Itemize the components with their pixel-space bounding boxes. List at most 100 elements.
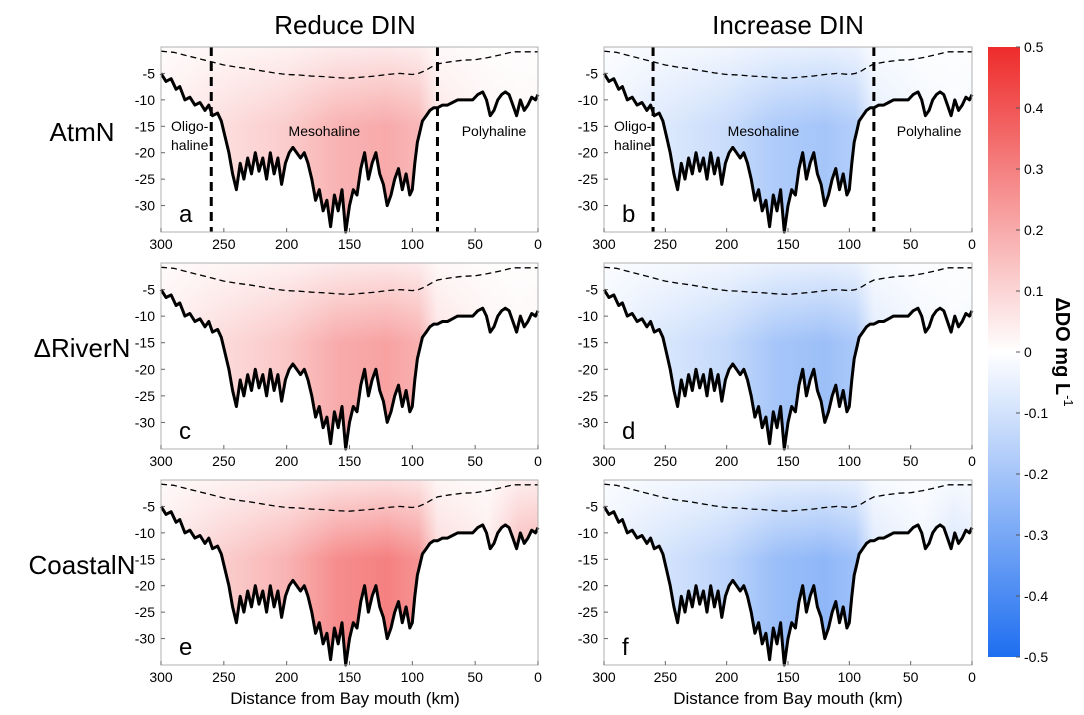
x-tick-label: 0 [968, 453, 976, 469]
colorbar-tick-label: -0.2 [1024, 466, 1048, 482]
y-tick-label: -10 [578, 525, 598, 541]
x-tick-label: 150 [776, 236, 800, 252]
x-tick-label: 150 [776, 669, 800, 685]
y-tick-label: -30 [578, 631, 598, 647]
y-tick-label: -25 [135, 388, 155, 404]
y-tick-label: -25 [578, 171, 598, 187]
y-tick-label: -5 [143, 282, 156, 298]
region-label-oligohaline-2: haline [171, 137, 209, 153]
x-tick-label: 150 [776, 453, 800, 469]
colorbar-tick-label: -0.5 [1024, 649, 1048, 665]
y-tick-label: -25 [578, 604, 598, 620]
x-tick-label: 300 [149, 669, 173, 685]
x-tick-label: 100 [838, 453, 862, 469]
col-title-reduce: Reduce DIN [274, 10, 416, 40]
y-tick-label: -20 [578, 578, 598, 594]
y-tick-label: -20 [578, 145, 598, 161]
region-label-mesohaline: Mesohaline [289, 123, 361, 139]
x-tick-label: 300 [592, 236, 616, 252]
x-tick-label: 300 [149, 236, 173, 252]
y-tick-label: -20 [135, 361, 155, 377]
colorbar: 0.5 0.4 0.3 0.2 0.1 0 -0.1 -0.2 -0.3 -0.4 -0.5 ΔDO… [988, 39, 1076, 665]
colorbar-tick-label: 0 [1024, 344, 1032, 360]
x-tick-label: 100 [401, 669, 425, 685]
y-tick-label: -25 [135, 171, 155, 187]
colorbar-tick-label: -0.1 [1024, 405, 1048, 421]
x-tick-label: 100 [401, 453, 425, 469]
y-tick-label: -30 [578, 414, 598, 430]
y-tick-label: -5 [586, 65, 599, 81]
row-label-rivern: ΔRiverN [34, 333, 131, 363]
x-tick-label: 300 [592, 453, 616, 469]
x-tick-label: 100 [838, 669, 862, 685]
y-tick-label: -20 [135, 145, 155, 161]
x-tick-label: 50 [467, 453, 483, 469]
region-label-oligohaline-2: haline [614, 137, 652, 153]
x-tick-label: 250 [654, 669, 678, 685]
x-tick-label: 0 [968, 236, 976, 252]
colorbar-tick-label: 0.3 [1024, 161, 1044, 177]
region-label-mesohaline: Mesohaline [728, 123, 800, 139]
y-tick-label: -25 [578, 388, 598, 404]
region-label-polyhaline: Polyhaline [897, 123, 962, 139]
y-tick-label: -15 [578, 118, 598, 134]
y-tick-label: -15 [135, 118, 155, 134]
x-axis-label-left: Distance from Bay mouth (km) [230, 689, 460, 708]
row-label-atmn: AtmN [50, 117, 115, 147]
panel-d: -5 -10 -15 -20 -25 -30 300 250 200 150 100 50 0 d [578, 262, 976, 469]
bathymetry-line [159, 72, 540, 234]
y-tick-label: -15 [578, 551, 598, 567]
colorbar-tick-label: 0.5 [1024, 39, 1044, 55]
y-tick-label: -30 [135, 198, 155, 214]
panels: Oligo-haline Mesohaline Polyhaline -5 -10 -15… [135, 46, 976, 685]
x-tick-label: 50 [903, 453, 919, 469]
panel-letter: d [622, 418, 635, 445]
x-tick-label: 200 [275, 453, 299, 469]
x-tick-label: 150 [338, 453, 362, 469]
pycnocline-line [160, 266, 538, 296]
y-tick-label: -20 [135, 578, 155, 594]
x-tick-label: 50 [903, 669, 919, 685]
x-tick-label: 200 [715, 669, 739, 685]
x-tick-label: 0 [968, 669, 976, 685]
bathymetry-line [602, 72, 974, 234]
x-tick-label: 200 [715, 453, 739, 469]
x-tick-label: 250 [212, 236, 236, 252]
x-tick-label: 150 [338, 669, 362, 685]
colorbar-label-text: ΔDO mg L [1051, 297, 1073, 395]
region-label-oligohaline: Oligo- [614, 118, 652, 134]
panel-letter: c [179, 418, 191, 445]
y-tick-label: -10 [135, 92, 155, 108]
y-tick-label: -20 [578, 361, 598, 377]
y-tick-label: -30 [135, 631, 155, 647]
panel-c: -5 -10 -15 -20 -25 -30 300 250 200 150 100 50 0 c [135, 262, 542, 469]
panel-a: Oligo-haline Mesohaline Polyhaline -5 -10 -15… [135, 46, 542, 252]
x-tick-label: 200 [275, 669, 299, 685]
x-tick-label: 200 [275, 236, 299, 252]
x-axis-label-right: Distance from Bay mouth (km) [673, 689, 903, 708]
x-tick-label: 100 [838, 236, 862, 252]
y-tick-label: -30 [578, 198, 598, 214]
x-tick-label: 200 [715, 236, 739, 252]
panel-b: Oligo-haline Mesohaline Polyhaline -5 -10 -15… [578, 46, 976, 252]
x-tick-label: 150 [338, 236, 362, 252]
y-tick-label: -15 [135, 335, 155, 351]
pycnocline-line [160, 50, 538, 79]
col-title-increase: Increase DIN [712, 10, 864, 40]
y-tick-label: -15 [578, 335, 598, 351]
x-tick-label: 100 [401, 236, 425, 252]
panel-e: -5 -10 -15 -20 -25 -30 300 250 200 150 100 50 0 e [135, 479, 542, 685]
y-tick-label: -5 [586, 282, 599, 298]
y-tick-label: -5 [143, 498, 156, 514]
panel-letter: b [622, 201, 635, 228]
y-tick-label: -10 [135, 525, 155, 541]
panel-letter: f [622, 634, 629, 661]
colorbar-tick-label: 0.1 [1024, 283, 1044, 299]
row-label-coastaln: CoastalN [29, 550, 136, 580]
colorbar-label: ΔDO mg L-1 [1051, 297, 1076, 406]
colorbar-tick-label: 0.2 [1024, 222, 1044, 238]
pycnocline-line [160, 483, 538, 512]
bathymetry-line [159, 288, 540, 451]
colorbar-tick-label: -0.3 [1024, 527, 1048, 543]
